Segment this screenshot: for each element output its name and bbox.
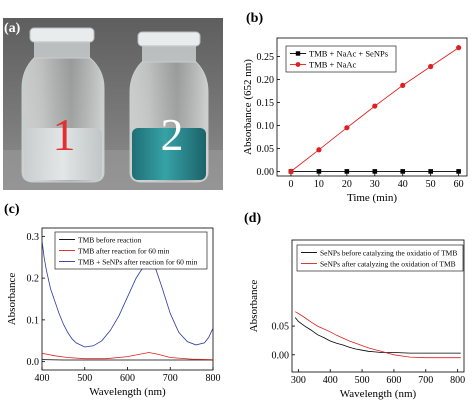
y-tick-label-b: 0.10 — [257, 121, 275, 132]
data-point-circle — [456, 45, 462, 51]
x-tick-label-c: 500 — [77, 373, 92, 384]
data-point-square — [316, 169, 322, 174]
x-tick-label-b: 20 — [342, 179, 352, 190]
legend-box-c — [54, 231, 208, 270]
y-tick-label-b: 0.00 — [257, 167, 275, 178]
x-tick-label-d: 800 — [450, 375, 465, 386]
legend-entry-c-1: TMB after reaction for 60 min — [78, 247, 170, 256]
x-tick-label-c: 600 — [120, 373, 135, 384]
chart-d: 300 400 500 600 700 800 0.00 0.05 Wavelength (nm… — [248, 239, 465, 400]
y-tick-label-d: 0.00 — [272, 350, 290, 361]
legend-entry-c-2: TMB + SeNPs after reaction for 60 min — [78, 258, 198, 267]
legend-entry-b-1: TMB + NaAc — [309, 60, 357, 70]
legend-entry-b-0: TMB + NaAc + SeNPs — [309, 49, 388, 59]
x-tick-label-c: 700 — [163, 373, 178, 384]
x-tick-label-d: 700 — [418, 375, 433, 386]
y-axis-label-d: Absorbance — [248, 280, 260, 333]
x-tick-label-b: 0 — [288, 179, 293, 190]
x-tick-label-d: 400 — [323, 375, 338, 386]
data-point-circle — [288, 168, 294, 174]
y-tick-label-b: 0.25 — [257, 52, 275, 63]
y-tick-label-c: 0.0 — [27, 357, 40, 368]
chart-c: 400 500 600 700 800 0.0 0.1 0.2 0.3 Wavelength (n… — [6, 227, 221, 398]
vial-1-lip — [29, 27, 95, 43]
chart-b: 0 10 20 30 40 50 60 0.00 0.05 0.10 0.15 0.20 0.25 Tim… — [242, 37, 468, 204]
legend-entry-c-0: TMB before reaction — [78, 236, 142, 245]
y-tick-label-b: 0.20 — [257, 75, 275, 86]
series-line-c-1 — [41, 352, 214, 360]
vial-2-number: 2 — [161, 109, 184, 160]
data-point-circle — [316, 147, 322, 153]
panel-label-a: (a) — [4, 21, 21, 36]
data-point-square — [400, 169, 406, 174]
x-axis-label-b: Time (min) — [347, 192, 397, 204]
legend-marker-circle — [295, 62, 301, 67]
vial-1-neck — [34, 42, 90, 58]
data-point-square — [456, 169, 461, 174]
vial-2-neck — [142, 46, 196, 62]
data-point-square — [372, 169, 378, 174]
y-axis-label-b: Absorbance (652 nm) — [242, 59, 254, 155]
plot-frame-d — [291, 239, 465, 373]
series-line-d-0 — [294, 317, 461, 354]
y-tick-label-d: 0.05 — [272, 322, 290, 333]
x-axis-label-c: Wavelength (nm) — [89, 386, 166, 398]
x-tick-label-d: 300 — [291, 375, 306, 386]
y-tick-label-c: 0.1 — [27, 315, 40, 326]
panel-label-b: (b) — [246, 11, 263, 26]
vial-1 — [21, 27, 105, 183]
vial-2 — [129, 31, 209, 183]
series-line-c-2 — [41, 240, 214, 348]
x-tick-label-b: 60 — [454, 179, 464, 190]
y-tick-label-b: 0.05 — [257, 144, 275, 155]
y-tick-label-b: 0.15 — [257, 98, 275, 109]
legend-entry-d-1: SeNPs after catalyzing the oxidation of … — [320, 260, 456, 269]
data-point-square — [344, 169, 350, 174]
legend-box-d — [296, 244, 464, 272]
x-tick-label-d: 500 — [355, 375, 370, 386]
x-tick-label-d: 600 — [386, 375, 401, 386]
vial-1-liquid — [24, 128, 102, 180]
data-point-circle — [344, 125, 350, 131]
vial-1-number: 1 — [53, 109, 76, 160]
x-tick-label-c: 800 — [206, 373, 221, 384]
y-tick-label-c: 0.2 — [27, 274, 40, 285]
vial-2-liquid — [132, 128, 206, 180]
vial-2-lip — [137, 31, 201, 47]
series-line-d-1 — [295, 311, 461, 359]
x-tick-label-b: 50 — [426, 179, 436, 190]
data-point-circle — [400, 82, 406, 88]
x-tick-label-c: 400 — [35, 373, 50, 384]
panel-label-d: (d) — [244, 211, 261, 226]
x-axis-label-d: Wavelength (nm) — [340, 388, 417, 400]
data-point-circle — [428, 63, 434, 70]
plot-frame-b — [276, 37, 468, 177]
data-point-circle — [372, 103, 378, 109]
photo-panel — [3, 18, 223, 190]
x-tick-label-b: 40 — [398, 179, 408, 190]
legend-marker-square — [295, 51, 301, 56]
data-point-square — [428, 169, 433, 174]
panel-label-c: (c) — [4, 202, 20, 217]
y-tick-label-c: 0.3 — [27, 232, 40, 243]
legend-entry-d-0: SeNPs before catalyzing the oxidatio of … — [320, 249, 457, 258]
x-tick-label-b: 30 — [370, 179, 380, 190]
x-tick-label-b: 10 — [314, 179, 324, 190]
legend-box-b — [285, 45, 397, 73]
y-axis-label-c: Absorbance — [6, 273, 18, 326]
